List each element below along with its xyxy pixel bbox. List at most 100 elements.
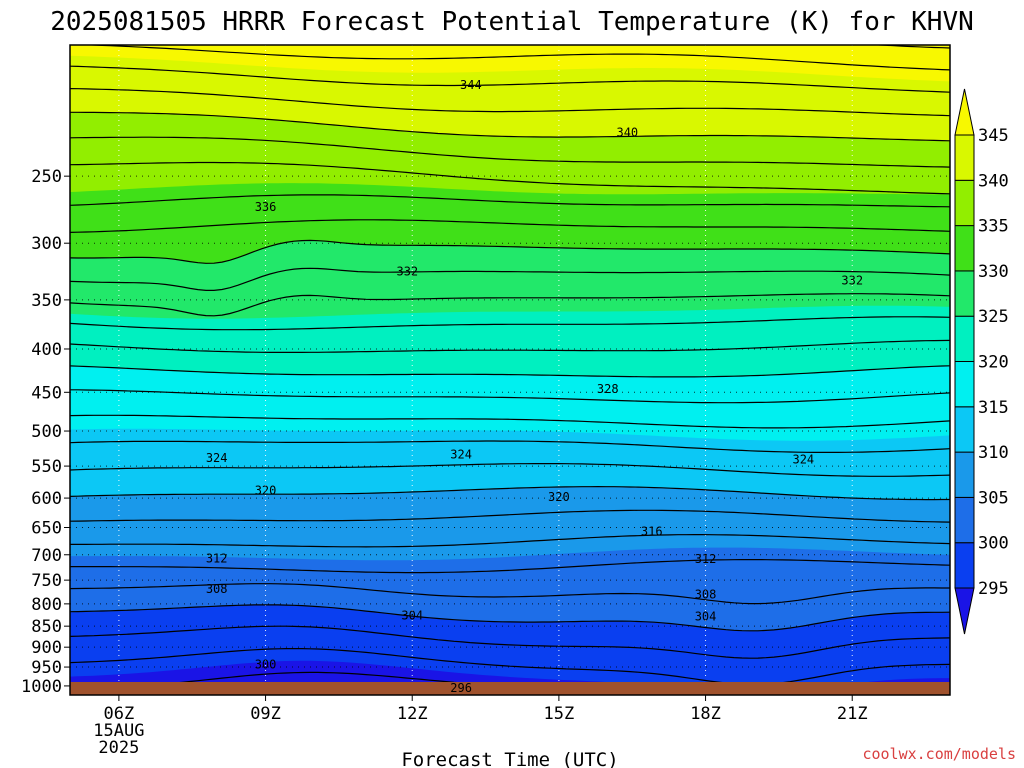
contour-label-17: 304 xyxy=(695,610,717,624)
contour-label-text: 304 xyxy=(695,610,717,624)
contour-label-text: 320 xyxy=(548,490,570,504)
contour-300 xyxy=(70,604,950,632)
contour-label-text: 324 xyxy=(792,452,814,466)
contour-label-text: 308 xyxy=(695,588,717,602)
y-tick-label-500: 500 xyxy=(31,422,62,442)
contour-330 xyxy=(70,239,950,264)
colorbar-segment-340 xyxy=(954,134,975,181)
y-tick-label-850: 850 xyxy=(31,617,62,637)
colorbar-segment-295 xyxy=(954,542,975,589)
contour-312 xyxy=(70,463,950,477)
contour-label-18: 300 xyxy=(255,658,277,672)
y-tick-label-450: 450 xyxy=(31,383,62,403)
contour-label-text: 300 xyxy=(255,658,277,672)
contour-label-13: 312 xyxy=(695,552,717,566)
contour-304 xyxy=(70,559,950,574)
colorbar-segment-335 xyxy=(954,179,975,227)
colorbar-label-315: 315 xyxy=(978,398,1009,418)
contour-label-text: 320 xyxy=(255,484,277,498)
colorbar-label-335: 335 xyxy=(978,217,1009,237)
contour-label-text: 324 xyxy=(450,448,472,462)
contour-302 xyxy=(70,583,950,605)
contour-label-text: 312 xyxy=(695,552,717,566)
contour-310 xyxy=(70,485,950,501)
contour-324 xyxy=(70,316,950,331)
colorbar-label-305: 305 xyxy=(978,488,1009,508)
contour-344 xyxy=(70,65,950,93)
colorbar-segment-315 xyxy=(954,361,975,408)
y-tick-label-350: 350 xyxy=(31,291,62,311)
y-tick-label-550: 550 xyxy=(31,457,62,477)
contour-346 xyxy=(75,45,950,71)
contour-labels: 344 340 336 332 332 328 324 324 324 320 320 316 312 3… xyxy=(206,78,863,695)
contour-342 xyxy=(70,88,950,117)
colorbar-label-320: 320 xyxy=(978,353,1009,373)
x-axis-label: Forecast Time (UTC) xyxy=(401,749,618,768)
colorbar-label-340: 340 xyxy=(978,171,1009,191)
x-tick-label-18Z: 18Z xyxy=(690,704,721,724)
contour-334 xyxy=(70,194,950,208)
contour-label-16: 304 xyxy=(401,609,423,623)
colorbar-label-295: 295 xyxy=(978,579,1009,599)
y-tick-label-950: 950 xyxy=(31,658,62,678)
contour-label-19: 296 xyxy=(450,681,472,695)
y-tick-label-800: 800 xyxy=(31,595,62,615)
contour-label-text: 296 xyxy=(450,681,472,695)
x-tick-sublabel-1: 2025 xyxy=(98,738,139,758)
contour-316 xyxy=(70,414,950,429)
colorbar-label-330: 330 xyxy=(978,262,1009,282)
contour-306 xyxy=(70,534,950,548)
contour-label-4: 332 xyxy=(841,273,863,287)
plot-frame xyxy=(69,44,951,696)
colorbar-label-300: 300 xyxy=(978,534,1009,554)
y-tick-label-700: 700 xyxy=(31,546,62,566)
ground-surface xyxy=(70,682,950,695)
contour-label-14: 308 xyxy=(206,582,228,596)
y-tick-label-1000: 1000 xyxy=(21,677,62,697)
contour-label-11: 316 xyxy=(641,524,663,538)
contour-320 xyxy=(70,365,950,378)
contour-label-text: 308 xyxy=(206,582,228,596)
y-axis: 2503003504004505005506006507007508008509… xyxy=(21,167,70,697)
contour-318 xyxy=(70,389,950,404)
contour-label-3: 332 xyxy=(396,264,418,278)
contour-label-text: 332 xyxy=(396,264,418,278)
colorbar-segment-330 xyxy=(954,225,975,272)
contour-326 xyxy=(70,293,950,317)
contour-label-6: 324 xyxy=(206,451,228,465)
contour-322 xyxy=(70,339,950,353)
contour-308 xyxy=(70,509,950,523)
contour-label-7: 324 xyxy=(450,448,472,462)
contour-296 xyxy=(70,648,950,685)
colorbar-label-310: 310 xyxy=(978,443,1009,463)
grid-lines xyxy=(70,45,950,695)
y-tick-label-750: 750 xyxy=(31,571,62,591)
y-tick-label-600: 600 xyxy=(31,489,62,509)
contour-label-text: 332 xyxy=(841,273,863,287)
contour-label-text: 344 xyxy=(460,78,482,92)
contour-label-text: 312 xyxy=(206,551,228,565)
x-tick-label-15Z: 15Z xyxy=(544,704,575,724)
colorbar-label-345: 345 xyxy=(978,126,1009,146)
contour-314 xyxy=(70,440,950,453)
contour-label-5: 328 xyxy=(597,382,619,396)
credit-link[interactable]: coolwx.com/models xyxy=(862,745,1016,763)
y-tick-label-250: 250 xyxy=(31,167,62,187)
contour-label-1: 340 xyxy=(616,125,638,139)
contour-label-text: 316 xyxy=(641,524,663,538)
colorbar-arrow-top xyxy=(954,88,975,136)
contour-336 xyxy=(70,161,950,195)
contour-label-2: 336 xyxy=(255,200,277,214)
x-tick-label-12Z: 12Z xyxy=(397,704,428,724)
contour-298 xyxy=(70,625,950,659)
contour-label-text: 340 xyxy=(616,125,638,139)
colorbar-label-325: 325 xyxy=(978,307,1009,327)
contour-label-0: 344 xyxy=(460,78,482,92)
colorbar-segment-310 xyxy=(954,406,975,453)
y-tick-label-650: 650 xyxy=(31,519,62,539)
contour-338 xyxy=(70,136,950,168)
contour-label-text: 324 xyxy=(206,451,228,465)
